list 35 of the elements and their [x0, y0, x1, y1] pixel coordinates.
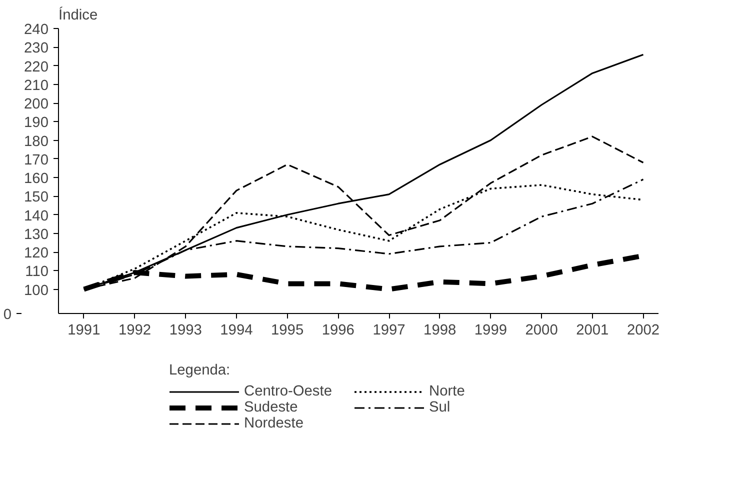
x-tick-label: 1998: [424, 322, 456, 338]
x-tick-label: 1996: [322, 322, 354, 338]
y-tick-label: 160: [24, 171, 49, 188]
x-tick-label: 2000: [525, 322, 558, 338]
legend-label: Nordeste: [244, 416, 304, 432]
x-tick-label: 1991: [68, 322, 100, 338]
x-tick-label: 1992: [118, 322, 152, 338]
y-tick-label: 240: [24, 22, 49, 38]
x-tick-label: 2002: [626, 322, 660, 338]
text: 0: [3, 307, 12, 323]
x-tick-label: 2001: [576, 322, 609, 338]
x-tick-label: 1999: [474, 322, 508, 338]
y-tick-label: 190: [24, 115, 49, 132]
legend-title: Legenda:: [169, 362, 232, 378]
y-tick-label: 200: [24, 96, 49, 113]
legend-label: Sul: [429, 400, 452, 416]
y-tick-label: 130: [24, 226, 49, 243]
y-tick-label: 120: [24, 246, 49, 262]
y-tick-label: 140: [24, 208, 49, 224]
y-axis-title: Índice: [58, 6, 98, 24]
x-tick-label: 1993: [169, 322, 202, 338]
y-tick-label: 230: [24, 40, 49, 57]
legend-label: Sudeste: [244, 400, 299, 416]
y-tick-label: 220: [24, 59, 49, 76]
y-tick-label: 100: [24, 282, 49, 299]
y-tick-label: 210: [24, 78, 49, 94]
legend-label: Centro-Oeste: [244, 384, 333, 400]
legend-label: Norte: [429, 384, 466, 400]
x-tick-label: 1994: [220, 322, 253, 338]
y-tick-label: 150: [24, 190, 49, 206]
y-tick-label: 170: [24, 152, 49, 168]
y-tick-label: 180: [24, 134, 49, 150]
x-tick-label: 1997: [372, 322, 406, 338]
x-tick-label: 1995: [271, 322, 304, 338]
y-tick-label: 110: [25, 264, 49, 280]
